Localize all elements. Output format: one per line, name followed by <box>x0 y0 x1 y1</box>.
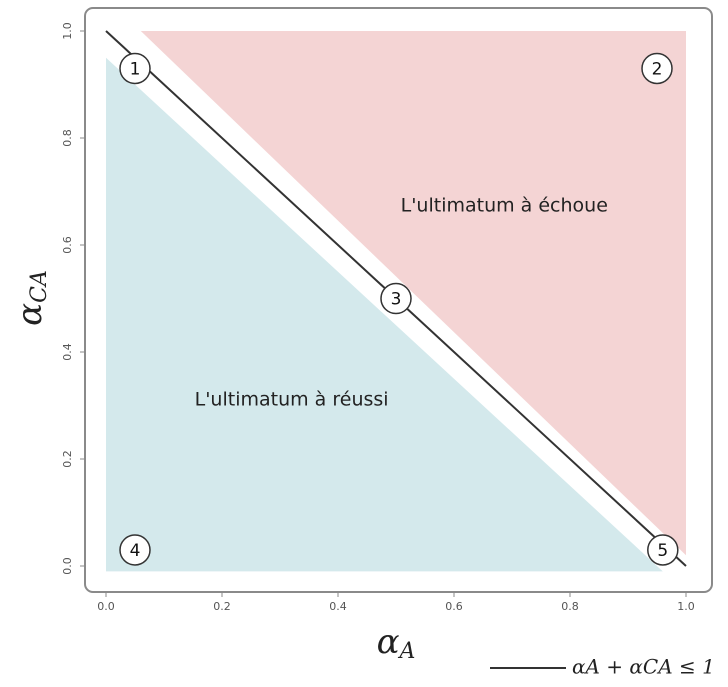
region-label: L'ultimatum à réussi <box>195 389 389 411</box>
x-axis-label: αA <box>377 622 416 664</box>
plot-frame <box>84 7 713 593</box>
x-tick-label: 0.6 <box>445 600 463 613</box>
region <box>106 57 663 572</box>
y-tick-label: 0.8 <box>61 129 74 147</box>
x-tick-label: 0.0 <box>97 600 115 613</box>
y-axis-label: αCA <box>10 270 52 326</box>
point-label: 2 <box>652 59 663 79</box>
x-label-symbol: α <box>377 622 400 662</box>
point-label: 3 <box>391 290 402 310</box>
x-tick-label: 0.4 <box>329 600 347 613</box>
point-label: 1 <box>130 59 141 79</box>
x-label-subscript: A <box>398 639 416 664</box>
region-label: L'ultimatum à échoue <box>401 194 608 216</box>
point-label: 5 <box>657 541 668 561</box>
x-tick-label: 1.0 <box>677 600 695 613</box>
point-marker <box>119 534 151 566</box>
point-marker <box>641 52 673 85</box>
y-label-symbol: α <box>10 303 50 326</box>
y-tick-label: 0.2 <box>61 450 74 468</box>
x-tick-label: 0.8 <box>561 600 579 613</box>
y-label-subscript: CA <box>27 270 52 303</box>
x-tick-label: 0.2 <box>213 600 231 613</box>
point-marker <box>647 534 679 566</box>
legend-label: αA + αCA ≤ 1 <box>572 655 715 679</box>
point-marker <box>380 282 412 315</box>
y-tick-label: 0.4 <box>61 343 74 361</box>
region <box>140 31 687 556</box>
y-tick-label: 0.6 <box>61 236 74 254</box>
point-label: 4 <box>130 541 141 561</box>
y-tick-label: 0.0 <box>61 557 74 575</box>
y-tick-label: 1.0 <box>61 22 74 40</box>
point-marker <box>119 52 151 85</box>
